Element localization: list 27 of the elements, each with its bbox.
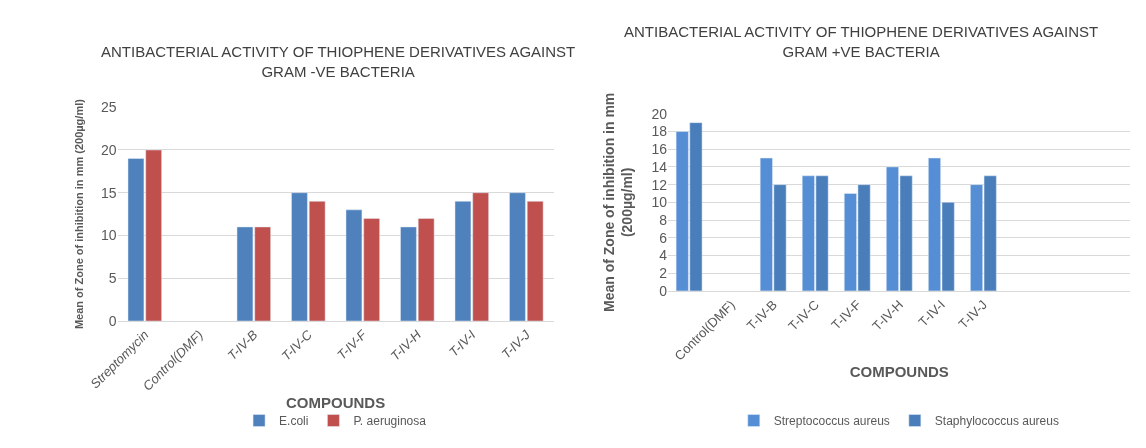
x-axis-title: COMPOUNDS — [849, 363, 949, 381]
y-tick-label: 12 — [651, 176, 668, 193]
y-tick-label: 10 — [651, 194, 668, 211]
y-tick-label: 10 — [101, 227, 117, 244]
y-tick-label: 2 — [659, 265, 668, 282]
legend-label: Streptococcus aureus — [773, 414, 890, 429]
y-tick-label: 18 — [651, 123, 668, 140]
legend-label: Staphylococcus aureus — [934, 414, 1059, 429]
y-tick-label: 5 — [108, 270, 117, 287]
chart-title: ANTIBACTERIAL ACTIVITY OF THIOPHENE DERIVATIVES AGAINST GRAM +VE BACTERIA — [624, 23, 1099, 60]
y-tick-label: 6 — [659, 229, 668, 246]
y-tick-label: 16 — [651, 141, 668, 158]
y-tick-label: 8 — [659, 211, 668, 228]
y-tick-label: 15 — [101, 184, 117, 201]
y-tick-label: 20 — [101, 141, 117, 158]
y-tick-label: 0 — [108, 312, 117, 329]
y-tick-label: 0 — [659, 282, 668, 299]
x-axis-title: COMPOUNDS — [285, 393, 386, 411]
y-tick-label: 20 — [651, 105, 668, 122]
y-axis-title: Mean of Zone of inhibition in mm (200µg/ml) — [600, 92, 636, 312]
legend-label: P. aeruginosa — [353, 414, 427, 429]
chart-title: ANTIBACTERIAL ACTIVITY OF THIOPHENE DERIVATIVES AGAINST GRAM -VE BACTERIA — [101, 43, 576, 80]
y-tick-label: 4 — [659, 247, 668, 264]
legend-label: E.coli — [279, 414, 309, 429]
y-tick-label: 14 — [651, 158, 668, 175]
y-tick-label: 25 — [101, 99, 117, 116]
y-axis-title: Mean of Zone of inhibition in mm (200µg/ml) — [72, 98, 85, 330]
